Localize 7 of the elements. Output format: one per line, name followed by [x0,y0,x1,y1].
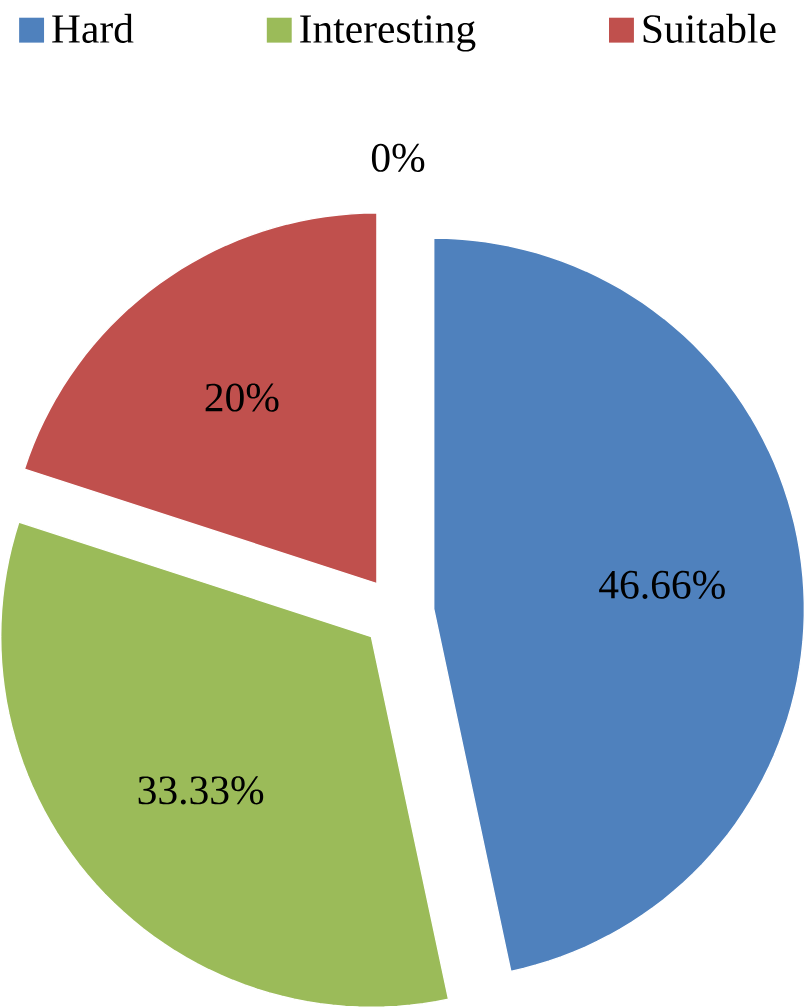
legend-label: Interesting [300,15,476,52]
data-label: 20% [205,383,279,412]
legend-label: Hard [52,13,134,44]
data-label: 33.33% [138,776,264,805]
text: 0% [371,143,425,172]
legend-label: Suitable [643,13,776,44]
data-label: 46.66% [599,570,725,599]
